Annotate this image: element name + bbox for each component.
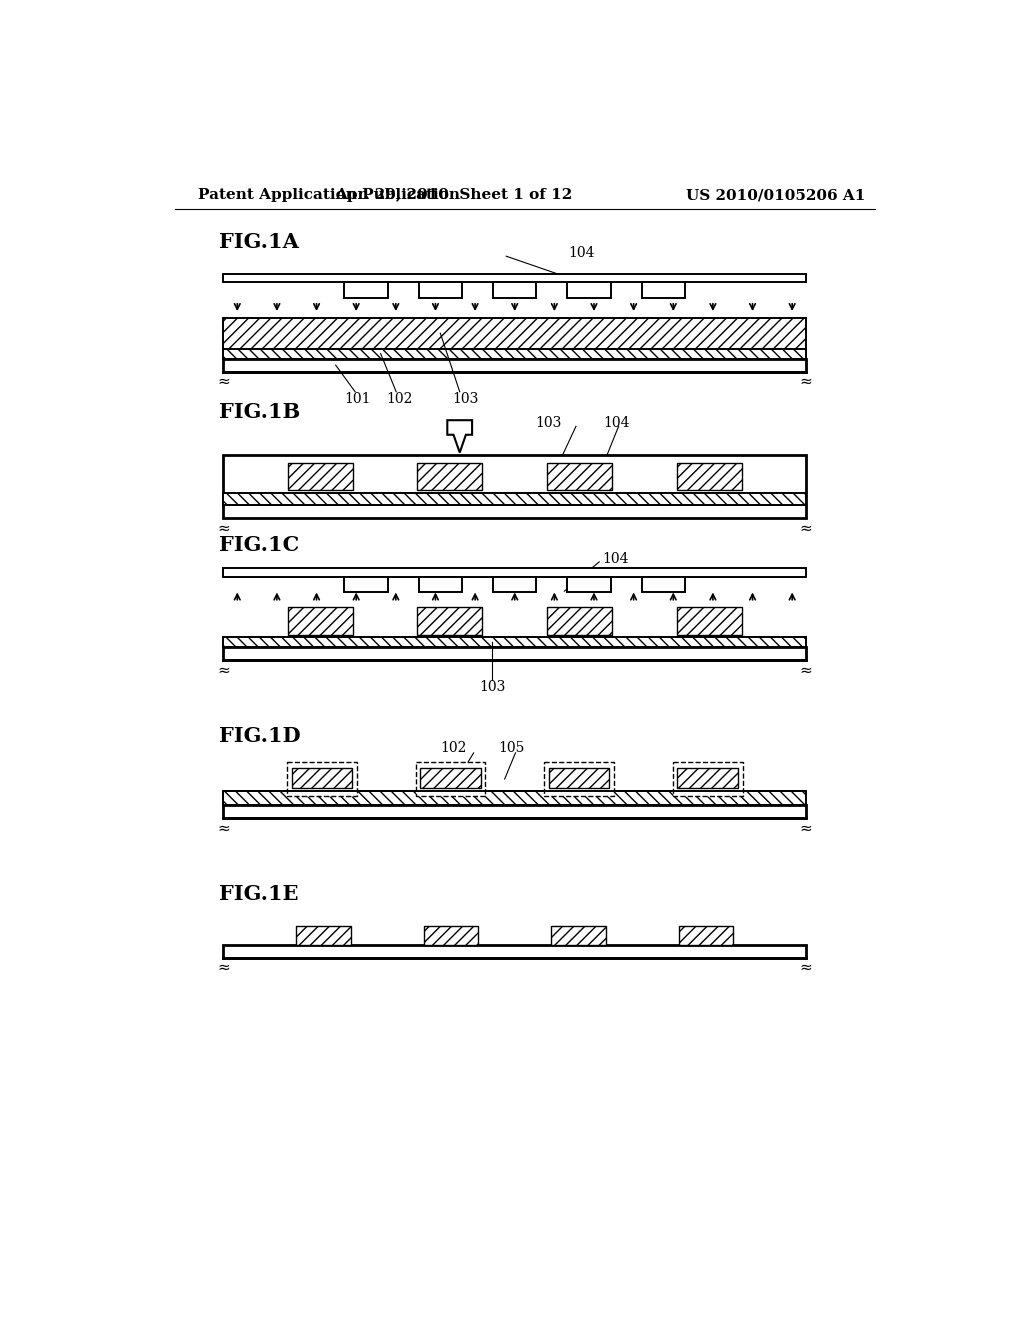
Bar xyxy=(673,762,742,796)
Text: FIG.1E: FIG.1E xyxy=(219,884,299,904)
Bar xyxy=(567,577,611,591)
Bar xyxy=(223,647,806,660)
Bar xyxy=(223,638,806,647)
Bar xyxy=(547,462,612,490)
Bar xyxy=(223,275,806,282)
Text: ≈: ≈ xyxy=(217,960,229,975)
Bar xyxy=(288,462,353,490)
Polygon shape xyxy=(447,420,472,453)
Bar xyxy=(424,927,478,945)
Text: 104: 104 xyxy=(568,246,595,260)
Bar xyxy=(223,348,806,359)
Text: ≈: ≈ xyxy=(800,821,812,836)
Bar xyxy=(287,762,356,796)
Text: FIG.1A: FIG.1A xyxy=(219,232,299,252)
Text: 103: 103 xyxy=(453,392,479,405)
Text: FIG.1C: FIG.1C xyxy=(219,535,300,554)
Text: FIG.1B: FIG.1B xyxy=(219,403,301,422)
Text: Apr. 29, 2010  Sheet 1 of 12: Apr. 29, 2010 Sheet 1 of 12 xyxy=(335,189,572,202)
Text: 102: 102 xyxy=(440,742,467,755)
Text: 101: 101 xyxy=(344,392,371,405)
Text: ≈: ≈ xyxy=(217,821,229,836)
Text: 102: 102 xyxy=(386,392,413,405)
Bar xyxy=(223,805,806,818)
Text: ≈: ≈ xyxy=(800,374,812,388)
Bar xyxy=(223,792,806,805)
Text: FIG.1D: FIG.1D xyxy=(219,726,301,746)
Bar xyxy=(292,768,352,788)
Bar xyxy=(418,607,482,635)
Bar xyxy=(493,577,537,591)
Text: ≈: ≈ xyxy=(217,663,229,678)
Text: 103: 103 xyxy=(479,680,506,694)
Text: ≈: ≈ xyxy=(217,374,229,388)
Bar xyxy=(567,282,611,298)
Bar xyxy=(642,282,685,298)
Text: ≈: ≈ xyxy=(800,960,812,975)
Bar xyxy=(420,768,480,788)
Bar xyxy=(677,607,741,635)
Text: ≈: ≈ xyxy=(800,520,812,536)
Text: 104: 104 xyxy=(602,552,629,566)
Bar xyxy=(344,577,388,591)
Bar xyxy=(679,927,733,945)
Bar xyxy=(678,768,738,788)
Bar xyxy=(416,762,485,796)
Bar xyxy=(288,607,353,635)
Text: 105: 105 xyxy=(499,742,525,755)
Bar xyxy=(551,927,605,945)
Bar xyxy=(223,945,806,958)
Bar xyxy=(419,282,462,298)
Bar xyxy=(544,762,614,796)
Bar xyxy=(547,607,612,635)
Bar xyxy=(223,455,806,517)
Text: Patent Application Publication: Patent Application Publication xyxy=(198,189,460,202)
Text: ≈: ≈ xyxy=(800,663,812,678)
Bar xyxy=(223,492,806,506)
Bar xyxy=(223,568,806,577)
Bar xyxy=(344,282,388,298)
Bar xyxy=(223,318,806,348)
Bar xyxy=(418,462,482,490)
Text: US 2010/0105206 A1: US 2010/0105206 A1 xyxy=(686,189,865,202)
Bar xyxy=(493,282,537,298)
Text: 104: 104 xyxy=(603,416,630,430)
Text: 103: 103 xyxy=(536,416,562,430)
Bar xyxy=(297,927,351,945)
Bar xyxy=(549,768,609,788)
Bar xyxy=(419,577,462,591)
Bar xyxy=(677,462,741,490)
Bar xyxy=(642,577,685,591)
Bar xyxy=(223,359,806,372)
Text: ≈: ≈ xyxy=(217,520,229,536)
